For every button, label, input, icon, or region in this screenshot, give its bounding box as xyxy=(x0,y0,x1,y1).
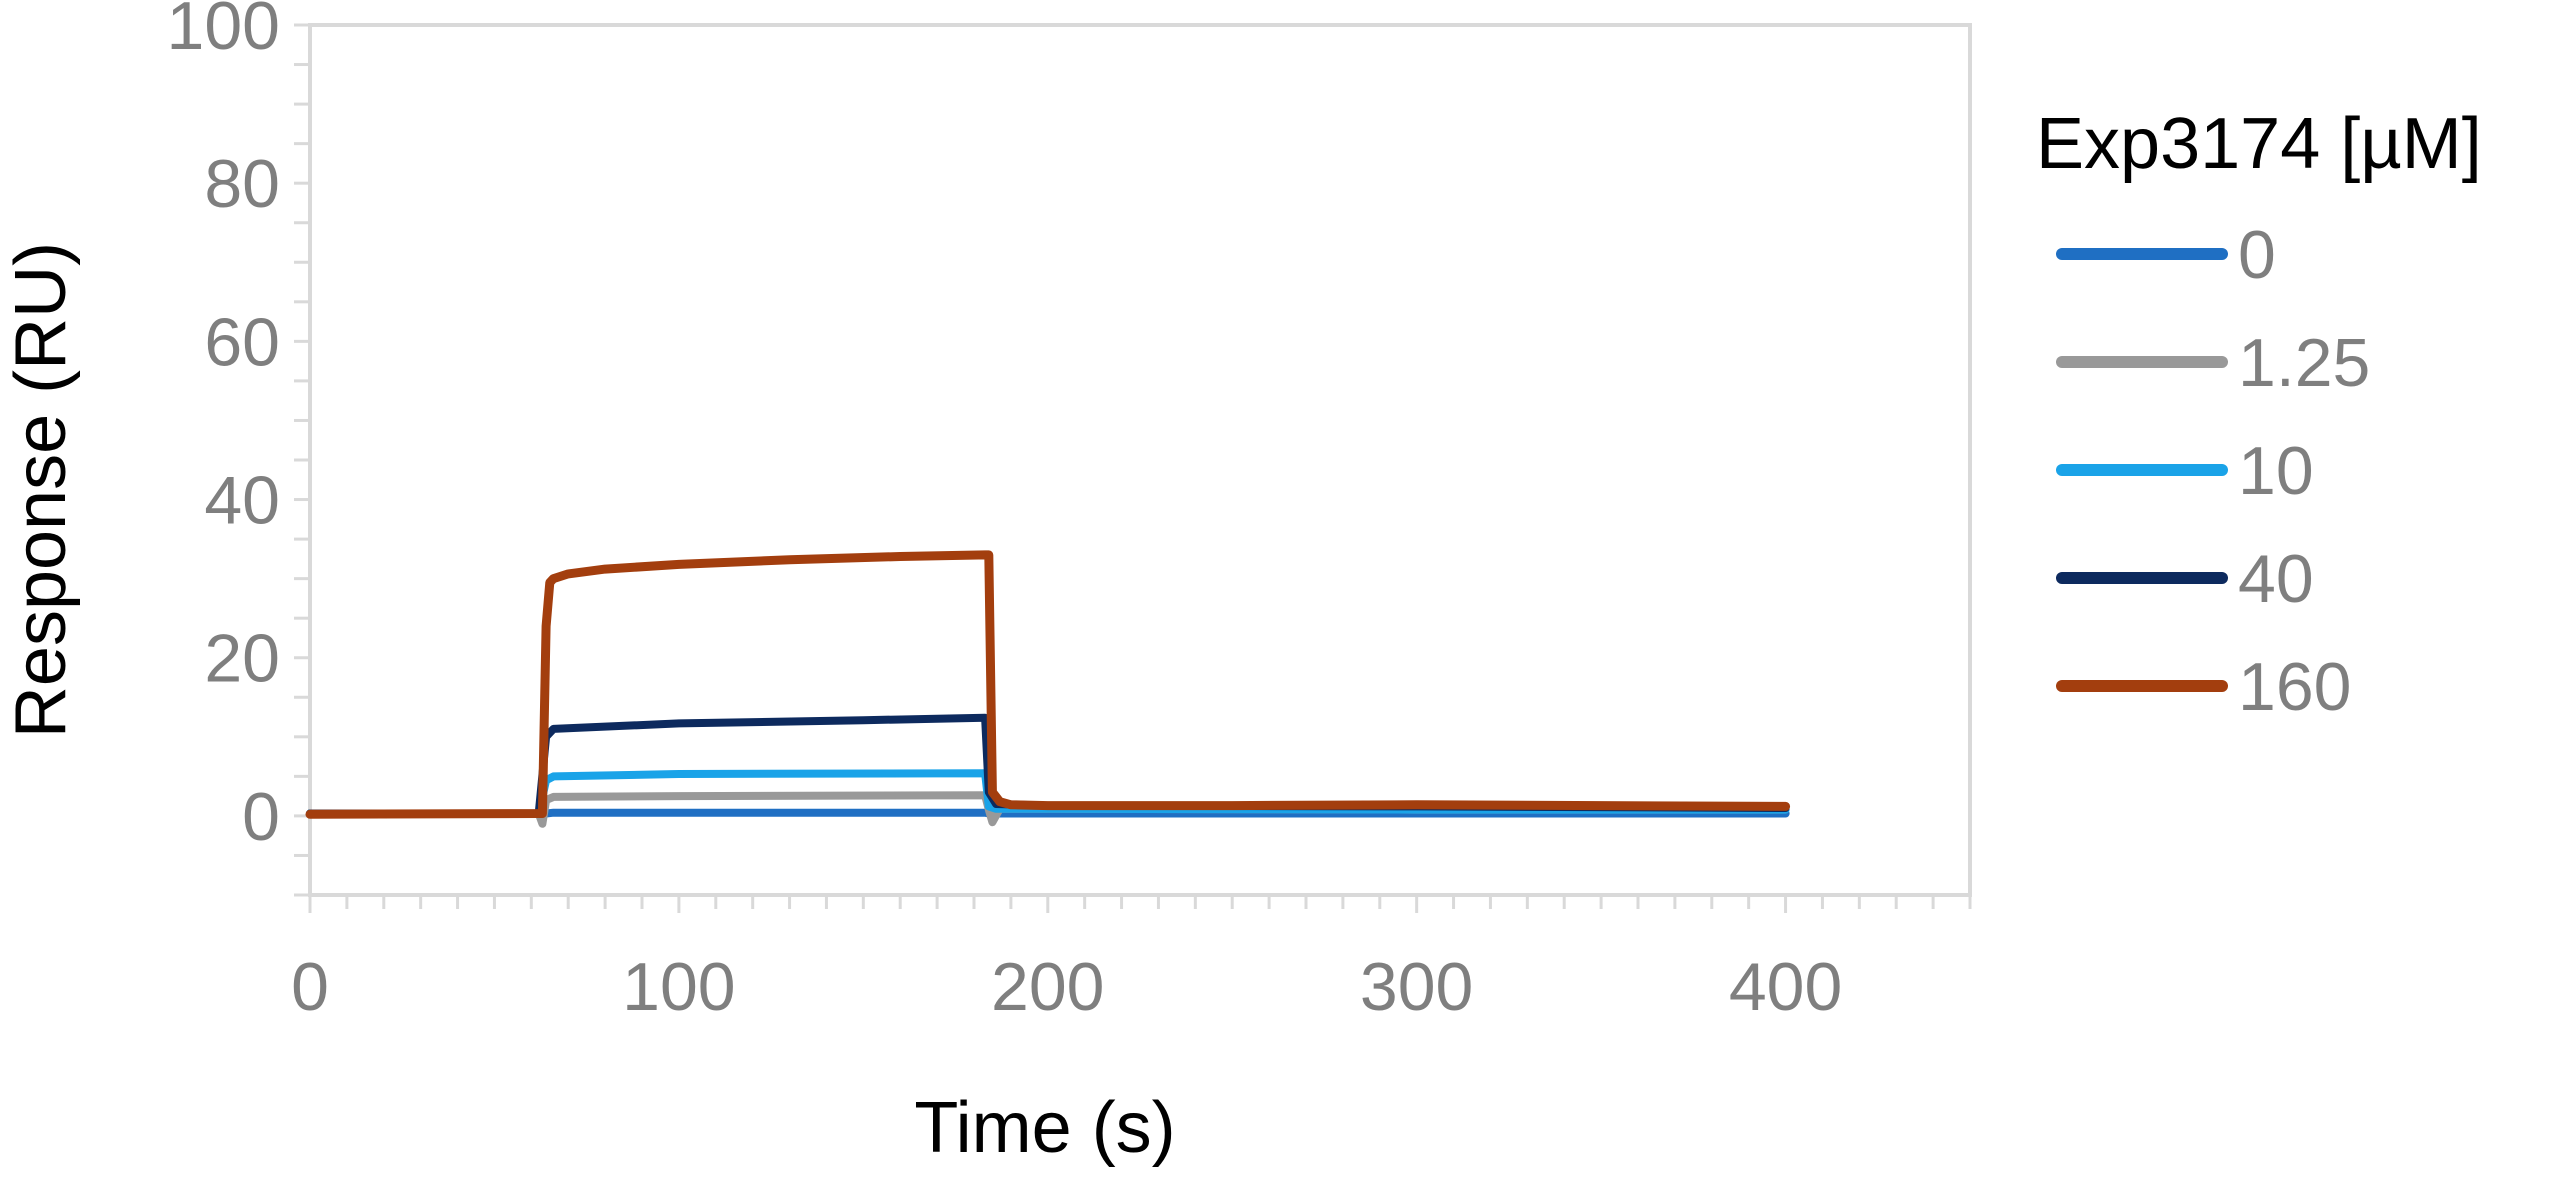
x-tick-label-0: 0 xyxy=(291,949,329,1025)
legend-label-40: 40 xyxy=(2238,541,2314,617)
y-tick-label-40: 40 xyxy=(204,463,280,539)
legend-label-1-25: 1.25 xyxy=(2238,325,2370,401)
x-axis-title: Time (s) xyxy=(914,1088,1175,1168)
y-tick-label-60: 60 xyxy=(204,304,280,380)
y-tick-label-20: 20 xyxy=(204,621,280,697)
x-axis-ticks: 0 100 200 300 400 xyxy=(291,895,1972,1025)
plot-area xyxy=(308,23,1972,897)
y-axis-ticks: 0 20 40 60 80 100 xyxy=(167,0,310,897)
plot-frame xyxy=(308,23,1972,897)
y-tick-label-80: 80 xyxy=(204,146,280,222)
legend: Exp3174 [µM] 0 1.25 10 40 160 xyxy=(2036,104,2482,725)
y-axis-title: Response (RU) xyxy=(1,242,81,738)
y-tick-label-100: 100 xyxy=(167,0,280,64)
y-tick-label-0: 0 xyxy=(242,779,280,855)
series-lines xyxy=(305,550,1791,828)
x-tick-label-400: 400 xyxy=(1729,949,1842,1025)
series-line-40 xyxy=(306,713,1790,818)
legend-label-10: 10 xyxy=(2238,433,2314,509)
x-tick-label-200: 200 xyxy=(991,949,1104,1025)
legend-label-160: 160 xyxy=(2238,649,2351,725)
legend-label-0: 0 xyxy=(2238,217,2276,293)
x-tick-label-300: 300 xyxy=(1360,949,1473,1025)
series-line-160 xyxy=(305,550,1791,819)
legend-title: Exp3174 [µM] xyxy=(2036,104,2482,184)
x-tick-label-100: 100 xyxy=(622,949,735,1025)
